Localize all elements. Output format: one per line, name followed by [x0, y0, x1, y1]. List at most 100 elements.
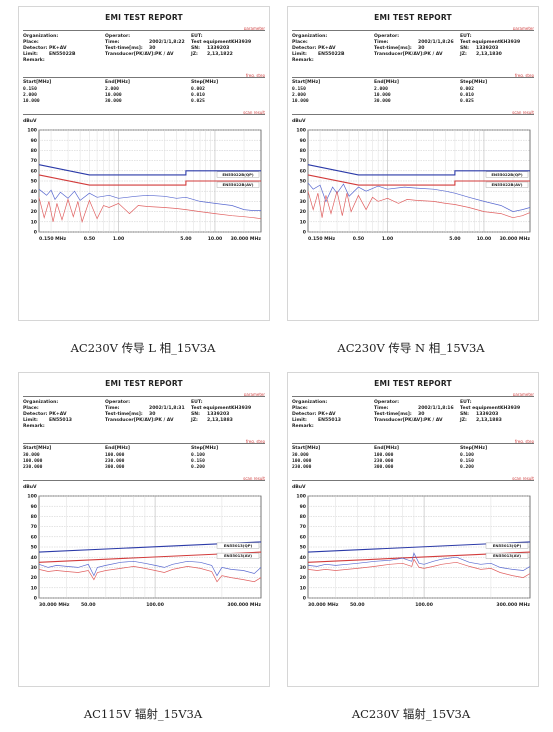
y-tick-label: 90	[300, 138, 306, 144]
x-tick-label: 100.00	[415, 602, 433, 608]
y-tick-label: 10	[300, 585, 306, 591]
place: Place:	[292, 406, 308, 412]
transducer-label: Transducer[PK/AV]:	[105, 52, 156, 57]
legend-label: EN55013(AV)	[224, 553, 252, 558]
limit: Limit:	[292, 52, 307, 58]
y-tick-label: 20	[31, 575, 37, 581]
y-tick-label: 70	[300, 158, 306, 164]
x-tick-label: 300.000 MHz	[496, 602, 530, 608]
organization: Organization:	[23, 400, 58, 406]
x-tick-label: 0.50	[353, 236, 364, 242]
eut: EUT:	[460, 400, 472, 406]
divider	[292, 30, 534, 31]
freq-end: 2.000	[374, 87, 388, 92]
time-value: 2002/1/1,8:31	[149, 406, 185, 411]
organization: Organization:	[23, 34, 58, 40]
y-tick-label: 90	[31, 504, 37, 510]
report-title: EMI TEST REPORT	[374, 379, 452, 388]
test-time-label: Test-time[ms]:	[374, 46, 412, 51]
x-tick-label: 300.000 MHz	[227, 602, 261, 608]
freq-step: 0.010	[191, 93, 205, 98]
remark: Remark:	[292, 424, 314, 430]
freq-start: 100.000	[292, 459, 312, 464]
organization-label: Organization:	[292, 400, 328, 405]
divider	[292, 77, 534, 78]
sn-value: 1339203	[207, 46, 230, 51]
transducer-label: Transducer[PK/AV]:	[105, 418, 156, 423]
transducer-label: Transducer[PK/AV]:	[374, 52, 425, 57]
test-equipment-label: Test equipment:	[191, 406, 233, 411]
test-time-label: Test-time[ms]:	[105, 46, 143, 51]
x-tick-label: 0.50	[84, 236, 95, 242]
freq-end: 100.000	[374, 453, 394, 458]
remark-label: Remark:	[292, 58, 314, 63]
limit: Limit:	[292, 418, 307, 424]
limit-value: EN55022B	[318, 52, 345, 57]
freq-start: 0.150	[23, 87, 37, 92]
operator-label: Operator:	[374, 400, 400, 405]
tag-parameter: parameter	[243, 392, 265, 397]
freq-end: 230.000	[374, 459, 394, 464]
freq-step: 0.150	[191, 459, 205, 464]
detector-label: Detector:	[23, 46, 48, 51]
test-equipment: Test equipment:	[191, 406, 233, 412]
test-time: Test-time[ms]:	[105, 46, 143, 52]
freq-end: 230.000	[105, 459, 125, 464]
test-equipment-value: KH3939	[500, 406, 521, 411]
y-tick-label: 30	[31, 565, 37, 571]
series-av	[307, 191, 531, 219]
remark: Remark:	[23, 58, 45, 64]
transducer-value: PK / AV	[155, 52, 174, 57]
detector-value: PK+AV	[318, 46, 336, 51]
legend-box	[485, 181, 529, 188]
place-label: Place:	[292, 406, 308, 411]
test-time-value: 30	[149, 412, 156, 417]
transducer-value: PK / AV	[155, 418, 174, 423]
end-header: End[MHz]	[105, 80, 130, 85]
jz-label: JZ:	[191, 52, 198, 57]
report-title: EMI TEST REPORT	[374, 13, 452, 22]
divider	[23, 396, 265, 397]
legend-box	[216, 171, 260, 178]
freq-end: 10.000	[105, 93, 122, 98]
unit-label: dBuV	[23, 485, 37, 490]
series-av	[38, 566, 262, 583]
divider	[23, 77, 265, 78]
unit-label: dBuV	[23, 119, 37, 124]
freq-step: 0.200	[460, 465, 474, 470]
eut: EUT:	[191, 34, 203, 40]
place: Place:	[292, 40, 308, 46]
x-tick-label: 5.00	[180, 236, 191, 242]
step-header: Step[MHz]	[191, 80, 219, 85]
report-title: EMI TEST REPORT	[105, 379, 183, 388]
unit-label: dBuV	[292, 119, 306, 124]
sn-label: SN:	[191, 412, 200, 417]
jz-value: 2,13,1883	[476, 418, 502, 423]
limit-label: Limit:	[23, 418, 38, 423]
freq-end: 30.000	[374, 99, 391, 104]
limit-label: Limit:	[292, 52, 307, 57]
divider	[23, 443, 265, 444]
caption-3: AC115V 辐射_15V3A	[83, 707, 203, 721]
jz-label: JZ:	[460, 52, 467, 57]
x-tick-label: 10.00	[208, 236, 223, 242]
y-tick-label: 80	[300, 148, 306, 154]
x-tick-label: 10.00	[477, 236, 492, 242]
remark: Remark:	[23, 424, 45, 430]
test-equipment-label: Test equipment:	[460, 406, 502, 411]
remark: Remark:	[292, 58, 314, 64]
freq-step: 0.100	[191, 453, 205, 458]
time-value: 2002/1/1,8:16	[418, 406, 454, 411]
freq-start: 230.000	[23, 465, 43, 470]
operator: Operator:	[374, 400, 399, 406]
freq-start: 2.000	[292, 93, 306, 98]
report-title: EMI TEST REPORT	[105, 13, 183, 22]
tag-scan-result: scan result	[512, 110, 534, 115]
detector: Detector:	[292, 46, 316, 52]
y-tick-label: 30	[31, 199, 37, 205]
operator-label: Operator:	[105, 34, 131, 39]
time-label: Time:	[105, 406, 120, 411]
time-value: 2002/1/1,8:26	[418, 40, 454, 45]
